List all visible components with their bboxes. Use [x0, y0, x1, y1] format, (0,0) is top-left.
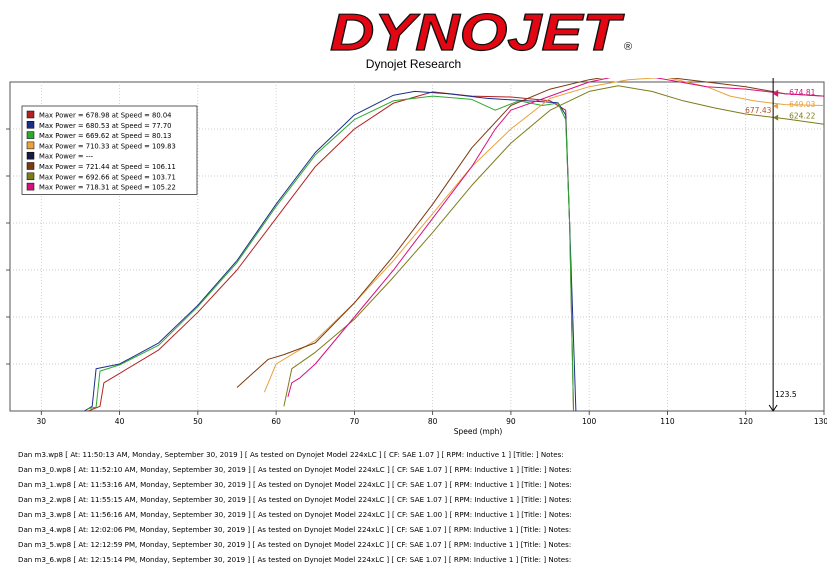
x-tick-label: 50	[193, 417, 203, 426]
run-note-row: Dan m3_4.wp8 [ At: 12:02:06 PM, Monday, …	[18, 525, 572, 534]
legend-entry: Max Power = 669.62 at Speed = 80.13	[39, 132, 172, 140]
series-line-3	[88, 95, 574, 412]
power-chart: 30 40 50 60 70 80 90 100 110 120 130 123.5 677.43 67…	[6, 78, 827, 436]
run-note-row: Dan m3_0.wp8 [ At: 11:52:10 AM, Monday, …	[18, 465, 572, 474]
cursor-value-label: 674.81	[789, 88, 815, 97]
cursor-speed-label: 123.5	[775, 390, 797, 399]
x-tick-label: 130	[814, 417, 827, 426]
registered-mark: ®	[624, 41, 632, 53]
legend-entry: Max Power = 680.53 at Speed = 77.70	[39, 122, 172, 130]
logo-wordmark: DYNOJET	[330, 4, 625, 56]
legend-swatch	[26, 121, 35, 129]
cursor-value-label: 624.22	[789, 112, 815, 121]
run-note-row: Dan m3_3.wp8 [ At: 11:56:16 AM, Monday, …	[18, 510, 572, 519]
run-note-row: Dan m3_6.wp8 [ At: 12:15:14 PM, Monday, …	[18, 555, 572, 564]
cursor-arrow-icon	[768, 404, 778, 412]
legend-entry: Max Power = 692.66 at Speed = 103.71	[39, 173, 176, 181]
run-note-row: Dan m3_2.wp8 [ At: 11:55:15 AM, Monday, …	[18, 495, 572, 504]
legend-swatch	[26, 131, 35, 139]
dynojet-logo: DYNOJET ®	[330, 4, 632, 56]
x-tick-label: 60	[271, 417, 281, 426]
legend-swatch	[26, 162, 35, 170]
legend-swatch	[26, 110, 35, 119]
run-note-row: Dan m3.wp8 [ At: 11:50:13 AM, Monday, Se…	[18, 450, 564, 459]
x-tick-label: 120	[739, 417, 754, 426]
x-tick-label: 80	[428, 417, 438, 426]
x-tick-label: 100	[582, 417, 597, 426]
run-notes-list: Dan m3.wp8 [ At: 11:50:13 AM, Monday, Se…	[18, 447, 823, 567]
cursor-value-marker	[773, 102, 779, 109]
legend-entry: Max Power = 678.98 at Speed = 80.04	[39, 112, 172, 120]
legend-box	[21, 105, 198, 195]
x-tick-label: 110	[660, 417, 675, 426]
x-axis-label: Speed (mph)	[454, 427, 503, 436]
cursor-value-marker	[773, 90, 779, 97]
legend-swatch	[26, 141, 35, 150]
legend-swatch	[26, 182, 35, 191]
series-line-5	[236, 78, 825, 388]
x-tick-label: 30	[37, 417, 47, 426]
x-tick-label: 40	[115, 417, 125, 426]
legend-entry: Max Power = ---	[39, 153, 94, 161]
x-tick-label: 90	[506, 417, 516, 426]
series-line-7	[287, 78, 825, 398]
series-line-4	[263, 78, 825, 393]
x-tick-label: 70	[350, 417, 360, 426]
legend-entry: Max Power = 718.31 at Speed = 105.22	[39, 184, 176, 192]
run-note-row: Dan m3_1.wp8 [ At: 11:53:16 AM, Monday, …	[18, 480, 572, 489]
cursor-value-label: 677.43	[745, 106, 771, 115]
cursor-value-marker	[773, 114, 779, 121]
company-subtitle: Dynojet Research	[365, 57, 462, 71]
run-note-row: Dan m3_5.wp8 [ At: 12:12:59 PM, Monday, …	[18, 540, 572, 549]
cursor-value-label: 649.03	[789, 100, 815, 109]
legend-entry: Max Power = 721.44 at Speed = 106.11	[39, 163, 176, 171]
legend-swatch	[26, 172, 35, 181]
legend-swatch	[26, 151, 35, 160]
series-line-6	[283, 85, 825, 407]
legend-entry: Max Power = 710.33 at Speed = 109.83	[39, 142, 176, 150]
